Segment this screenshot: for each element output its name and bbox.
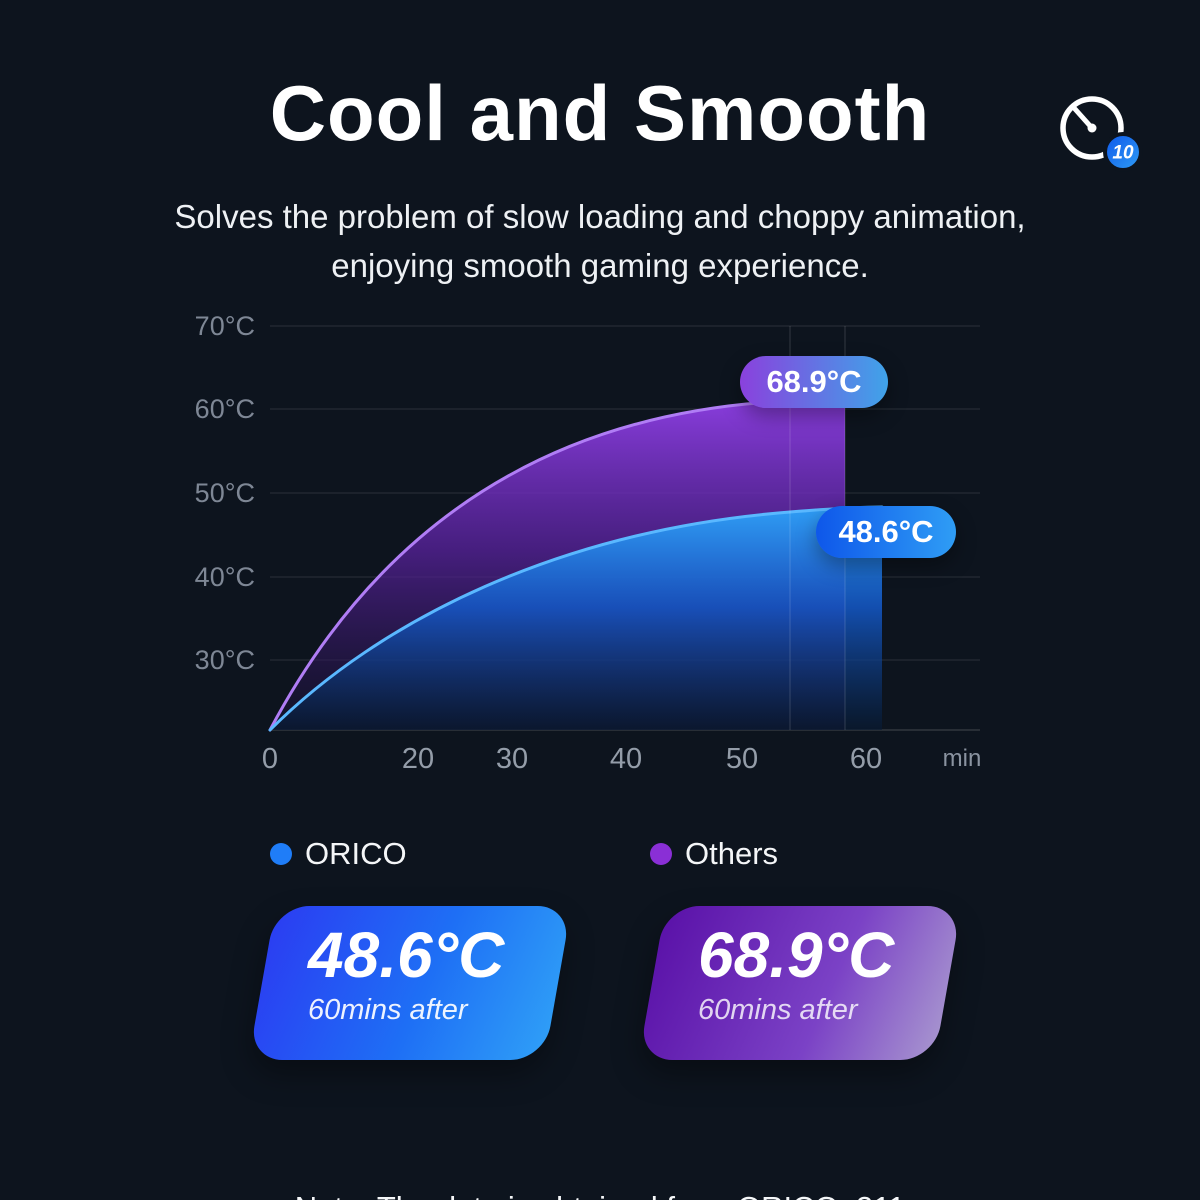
gauge-badge-number: 10 (1112, 143, 1134, 164)
legend-label-others: Others (685, 836, 779, 871)
gauge-badge (1103, 132, 1143, 172)
legend-label-orico: ORICO (305, 836, 407, 871)
card-others: 68.9°C 60mins after (638, 906, 962, 1060)
subtitle: Solves the problem of slow loading and c… (0, 192, 1200, 290)
x-axis-labels: 0 20 30 40 50 60 min (262, 743, 981, 775)
xtick-30: 30 (496, 743, 528, 775)
temp-pill-others: 68.9°C (740, 356, 888, 408)
ytick-40: 40°C (195, 562, 255, 592)
temp-pill-others-label: 68.9°C (766, 364, 862, 399)
xtick-0: 0 (262, 743, 278, 775)
xtick-50: 50 (726, 743, 758, 775)
speedometer-icon: 10 (1060, 96, 1143, 172)
card-orico: 48.6°C 60mins after (248, 906, 572, 1060)
legend-item-others: Others (650, 836, 778, 872)
card-orico-temp: 48.6°C (308, 919, 505, 991)
x-unit-label: min (943, 745, 982, 772)
temp-pill-orico-label: 48.6°C (838, 514, 934, 549)
legend-dot-orico (270, 843, 292, 865)
y-axis-labels: 70°C 60°C 50°C 40°C 30°C (195, 311, 255, 675)
card-others-caption: 60mins after (698, 994, 858, 1026)
subtitle-line-2: enjoying smooth gaming experience. (331, 247, 869, 284)
card-orico-content: 48.6°C 60mins after (262, 906, 558, 1060)
xtick-40: 40 (610, 743, 642, 775)
xtick-60: 60 (850, 743, 882, 775)
footnote: Note: The data is obtained from ORICO 21… (0, 1088, 1200, 1200)
gauge-hub (1087, 123, 1097, 133)
footnote-line-1: Note: The data is obtained from ORICO 21… (0, 1184, 1200, 1200)
ytick-70: 70°C (195, 311, 255, 341)
subtitle-line-1: Solves the problem of slow loading and c… (174, 198, 1026, 235)
ytick-60: 60°C (195, 394, 255, 424)
card-others-content: 68.9°C 60mins after (652, 906, 948, 1060)
card-others-temp: 68.9°C (698, 919, 895, 991)
temp-pill-orico: 48.6°C (816, 506, 956, 558)
gauge-ring (1060, 96, 1124, 160)
xtick-20: 20 (402, 743, 434, 775)
page-title: Cool and Smooth (269, 69, 931, 157)
ytick-50: 50°C (195, 478, 255, 508)
ytick-30: 30°C (195, 645, 255, 675)
legend-item-orico: ORICO (270, 836, 407, 872)
area-orico (270, 507, 882, 730)
legend-dot-others (650, 843, 672, 865)
card-orico-caption: 60mins after (308, 994, 468, 1026)
